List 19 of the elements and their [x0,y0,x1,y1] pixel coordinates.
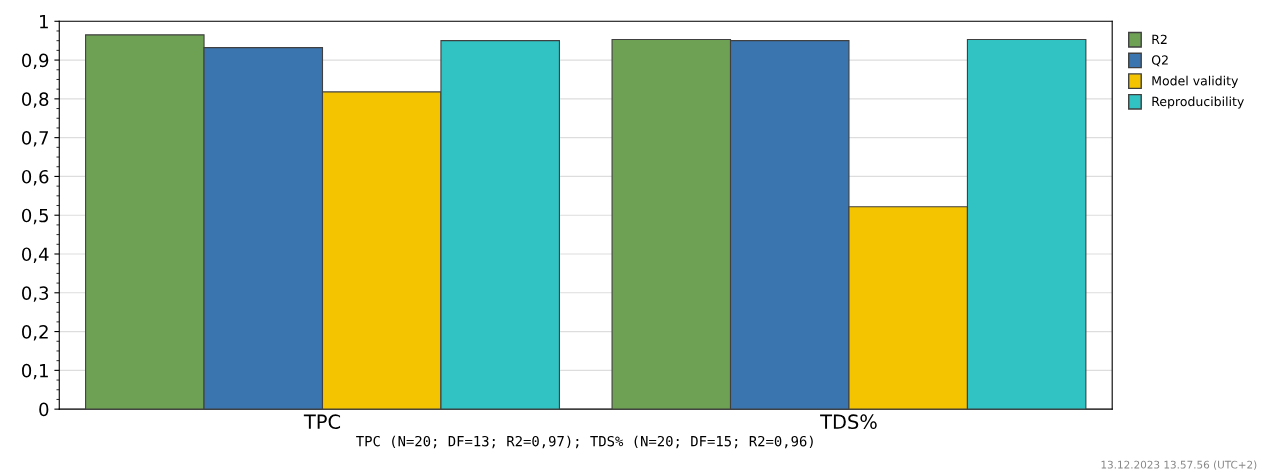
y-tick-label: 0,7 [22,131,48,147]
legend-label: Model validity [1152,75,1239,88]
y-tick-label: 0,1 [22,363,48,380]
legend-label: R2 [1152,34,1167,44]
y-tick-label: 0,9 [22,53,49,70]
y-tick-label: 0 [39,402,49,417]
text: 13.12.2023 13.57.56 (UTC+2) [1101,460,1257,470]
x-tick-label: TPC [303,414,341,430]
y-tick-label: 0,4 [22,247,49,263]
legend-label: Q2 [1151,55,1168,67]
y-tick-label: 1 [40,14,48,29]
legend-label: Reproducibility [1152,96,1244,109]
y-tick-label: 0,5 [22,208,48,225]
x-axis-title: TPC (N=20; DF=13; R2=0,97); TDS% (N=20; DF=15; R2=0,96) [356,435,813,449]
y-tick-label: 0,3 [22,286,49,302]
y-tick-label: 0,6 [22,169,49,186]
x-tick-label: TDS% [820,414,877,430]
y-tick-label: 0,2 [22,325,48,341]
y-tick-label: 0,8 [22,92,49,108]
